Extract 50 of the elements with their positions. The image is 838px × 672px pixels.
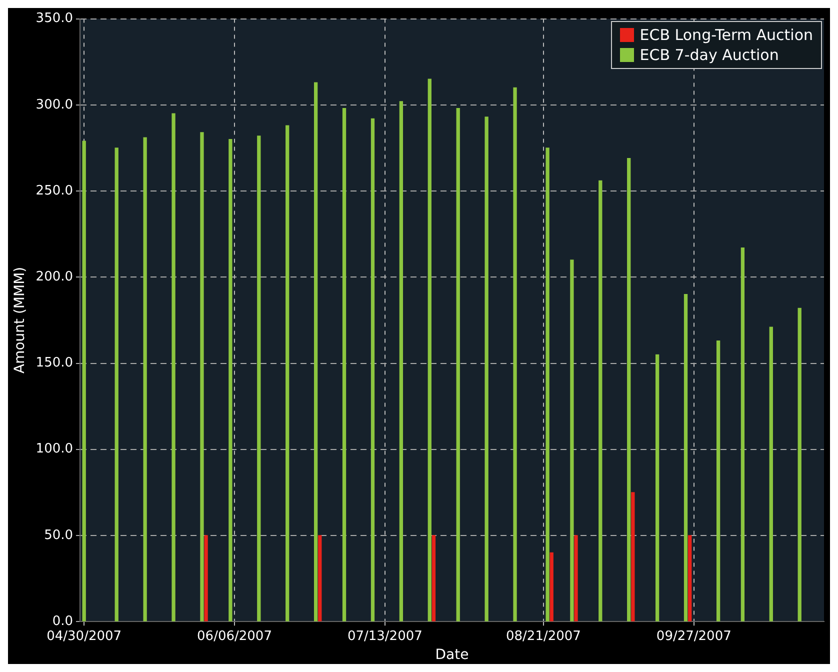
y-tick-label: 350.0 [36, 11, 74, 26]
bar [769, 326, 773, 622]
bar [456, 108, 460, 622]
bar [257, 136, 261, 622]
y-tick-label: 200.0 [36, 270, 74, 285]
bar [513, 87, 517, 622]
bar [314, 82, 318, 622]
bar [318, 535, 322, 622]
bar [286, 125, 290, 622]
bar [399, 101, 404, 622]
bar [143, 137, 147, 622]
x-tick-label: 04/30/2007 [46, 628, 122, 644]
x-tick-label: 09/27/2007 [656, 628, 732, 644]
legend-label: ECB Long-Term Auction [640, 24, 813, 45]
y-tick-label: 100.0 [36, 442, 74, 457]
bar [484, 116, 488, 622]
y-tick-label: 0.0 [52, 614, 74, 629]
x-axis-title: Date [435, 647, 469, 664]
bar [627, 158, 631, 622]
bar [228, 139, 232, 622]
y-tick-label: 150.0 [36, 356, 74, 371]
y-tick-label: 250.0 [36, 183, 74, 198]
x-tick-label: 07/13/2007 [347, 628, 422, 644]
bar [684, 294, 688, 622]
bar [200, 132, 204, 622]
y-axis-title: Amount (MMM) [12, 266, 28, 374]
legend-label: ECB 7-day Auction [640, 44, 779, 65]
bar [172, 113, 176, 622]
bar [546, 148, 550, 622]
bar [716, 340, 720, 622]
bar [204, 535, 208, 622]
bar [740, 248, 745, 622]
bar [550, 552, 554, 622]
bar [114, 148, 118, 622]
y-tick-label: 50.0 [44, 528, 74, 543]
bar [798, 308, 802, 622]
bar [655, 354, 660, 622]
y-tick-label: 300.0 [36, 97, 74, 112]
bar [432, 535, 436, 622]
bar [370, 118, 375, 622]
bar [574, 535, 578, 622]
x-tick-label: 08/21/2007 [506, 628, 581, 644]
bar [598, 180, 602, 622]
bar [570, 260, 574, 622]
bar [342, 108, 346, 622]
bar [631, 492, 635, 622]
bar [428, 78, 432, 622]
x-tick-label: 06/06/2007 [197, 628, 272, 644]
bar [688, 535, 692, 622]
bar [82, 140, 86, 622]
